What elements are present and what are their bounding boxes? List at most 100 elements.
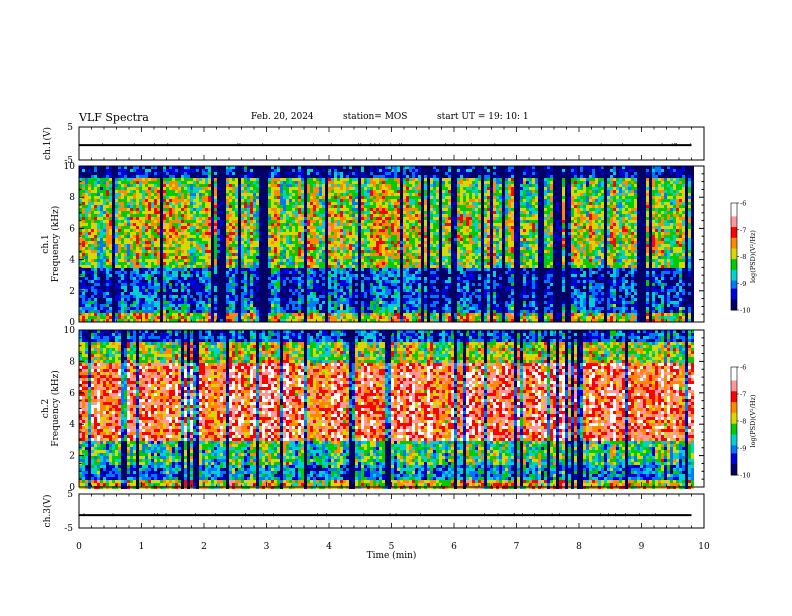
spectrogram-cell bbox=[97, 247, 100, 250]
spectrogram-cell bbox=[292, 307, 295, 310]
spectrogram-cell bbox=[250, 253, 253, 256]
spectrogram-cell bbox=[265, 184, 268, 187]
spectrogram-cell bbox=[127, 304, 130, 307]
spectrogram-cell bbox=[115, 271, 118, 274]
spectrogram-cell bbox=[322, 313, 325, 316]
spectrogram-cell bbox=[91, 238, 94, 241]
spectrogram-cell bbox=[130, 274, 133, 277]
spectrogram-cell bbox=[157, 211, 160, 214]
spectrogram-cell bbox=[154, 250, 157, 253]
spectrogram-cell bbox=[181, 202, 184, 205]
spectrogram-cell bbox=[259, 301, 262, 304]
spectrogram-cell bbox=[361, 283, 364, 286]
spectrogram-cell bbox=[217, 220, 220, 223]
spectrogram-cell bbox=[322, 235, 325, 238]
spectrogram-cell bbox=[208, 259, 211, 262]
spectrogram-cell bbox=[274, 244, 277, 247]
spectrogram-cell bbox=[325, 277, 328, 280]
spectrogram-cell bbox=[244, 289, 247, 292]
spectrogram-cell bbox=[238, 307, 241, 310]
spectrogram-cell bbox=[202, 301, 205, 304]
spectrogram-cell bbox=[286, 271, 289, 274]
spectrogram-cell bbox=[340, 304, 343, 307]
spectrogram-cell bbox=[181, 250, 184, 253]
spectrogram-cell bbox=[271, 166, 274, 169]
spectrogram-cell bbox=[91, 298, 94, 301]
spectrogram-cell bbox=[190, 316, 193, 319]
spectrogram-cell bbox=[238, 196, 241, 199]
spectrogram-cell bbox=[274, 166, 277, 169]
spectrogram-cell bbox=[349, 271, 352, 274]
spectrogram-cell bbox=[220, 166, 223, 169]
spectrogram-cell bbox=[346, 175, 349, 178]
spectrogram-cell bbox=[343, 196, 346, 199]
spectrogram-cell bbox=[304, 295, 307, 298]
spectrogram-cell bbox=[316, 175, 319, 178]
spectrogram-cell bbox=[313, 196, 316, 199]
spectrogram-cell bbox=[304, 307, 307, 310]
spectrogram-cell bbox=[319, 307, 322, 310]
spectrogram-cell bbox=[193, 217, 196, 220]
spectrogram-cell bbox=[241, 169, 244, 172]
spectrogram-cell bbox=[175, 178, 178, 181]
spectrogram-cell bbox=[151, 175, 154, 178]
spectrogram-cell bbox=[316, 184, 319, 187]
spectrogram-cell bbox=[148, 289, 151, 292]
spectrogram-cell bbox=[145, 241, 148, 244]
spectrogram-cell bbox=[136, 301, 139, 304]
spectrogram-cell bbox=[346, 283, 349, 286]
spectrogram-cell bbox=[355, 169, 358, 172]
spectrogram-cell bbox=[289, 244, 292, 247]
spectrogram-cell bbox=[292, 304, 295, 307]
spectrogram-cell bbox=[346, 244, 349, 247]
spectrogram-cell bbox=[259, 262, 262, 265]
spectrogram-cell bbox=[271, 220, 274, 223]
spectrogram-cell bbox=[322, 229, 325, 232]
spectrogram-cell bbox=[286, 262, 289, 265]
spectrogram-cell bbox=[133, 199, 136, 202]
spectrogram-cell bbox=[346, 277, 349, 280]
spectrogram-cell bbox=[169, 220, 172, 223]
spectrogram-cell bbox=[352, 298, 355, 301]
spectrogram-cell bbox=[232, 256, 235, 259]
spectrogram-cell bbox=[187, 208, 190, 211]
spectrogram-cell bbox=[334, 304, 337, 307]
spectrogram-cell bbox=[187, 283, 190, 286]
spectrogram-cell bbox=[307, 253, 310, 256]
spectrogram-cell bbox=[91, 187, 94, 190]
spectrogram-cell bbox=[277, 283, 280, 286]
spectrogram-cell bbox=[352, 265, 355, 268]
spectrogram-cell bbox=[145, 196, 148, 199]
spectrogram-cell bbox=[229, 181, 232, 184]
spectrogram-cell bbox=[247, 181, 250, 184]
spectrogram-cell bbox=[238, 247, 241, 250]
spectrogram-cell bbox=[94, 244, 97, 247]
spectrogram-cell bbox=[238, 217, 241, 220]
spectrogram-cell bbox=[250, 316, 253, 319]
spectrogram-cell bbox=[202, 223, 205, 226]
spectrogram-cell bbox=[127, 298, 130, 301]
spectrogram-cell bbox=[124, 292, 127, 295]
spectrogram-cell bbox=[235, 229, 238, 232]
spectrogram-cell bbox=[136, 256, 139, 259]
spectrogram-cell bbox=[289, 193, 292, 196]
spectrogram-cell bbox=[157, 178, 160, 181]
spectrogram-cell bbox=[181, 256, 184, 259]
spectrogram-cell bbox=[292, 280, 295, 283]
spectrogram-cell bbox=[211, 241, 214, 244]
spectrogram-cell bbox=[280, 211, 283, 214]
spectrogram-cell bbox=[124, 202, 127, 205]
spectrogram-cell bbox=[274, 214, 277, 217]
spectrogram-cell bbox=[109, 172, 112, 175]
spectrogram-cell bbox=[166, 196, 169, 199]
spectrogram-cell bbox=[223, 292, 226, 295]
spectrogram-cell bbox=[118, 211, 121, 214]
spectrogram-cell bbox=[91, 196, 94, 199]
spectrogram-cell bbox=[292, 265, 295, 268]
spectrogram-cell bbox=[109, 178, 112, 181]
spectrogram-cell bbox=[151, 253, 154, 256]
spectrogram-cell bbox=[337, 304, 340, 307]
spectrogram-cell bbox=[190, 271, 193, 274]
spectrogram-cell bbox=[85, 274, 88, 277]
spectrogram-cell bbox=[232, 259, 235, 262]
